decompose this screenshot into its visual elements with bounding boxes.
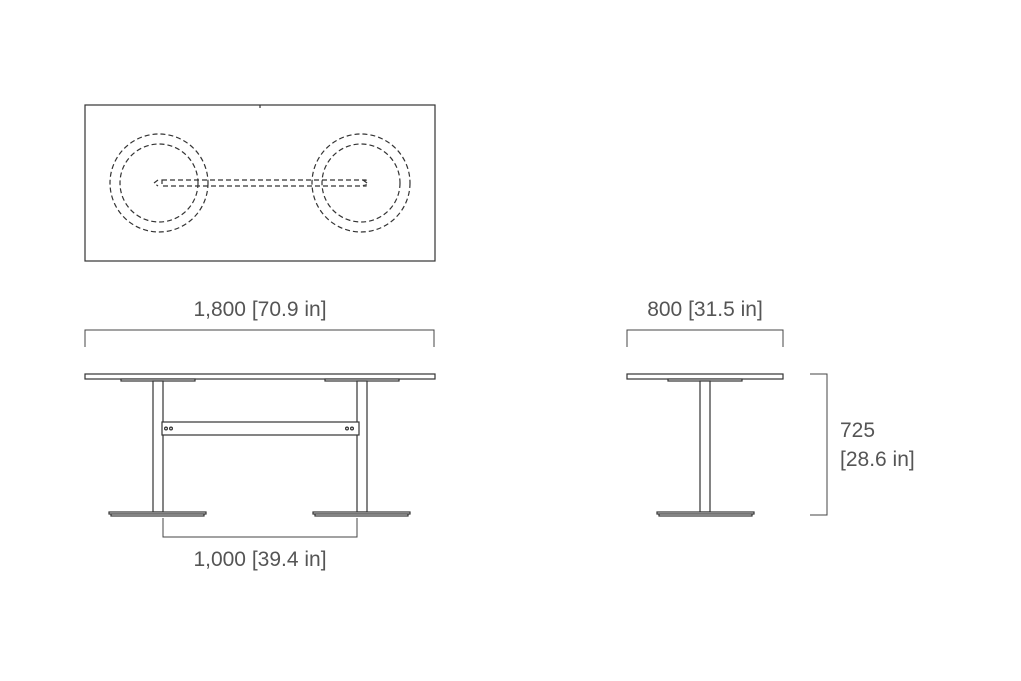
tabletop-front [84, 373, 436, 380]
stretcher [161, 421, 360, 436]
dimension-width: 800 [31.5 in] [626, 298, 784, 347]
tabletop-side [626, 373, 784, 380]
height-in-label: [28.6 in] [840, 448, 915, 471]
tabletop-outline [84, 104, 436, 262]
width-label: 800 [31.5 in] [647, 298, 763, 321]
dimension-height: 725 [28.6 in] [810, 373, 915, 516]
leg-side [699, 380, 711, 513]
height-mm-label: 725 [840, 419, 875, 442]
top-view [84, 104, 436, 262]
base-plate-hidden-left [109, 133, 209, 233]
leg-spacing-label: 1,000 [39.4 in] [193, 548, 326, 571]
column-plate-hidden-right [321, 143, 401, 223]
base-plate-hidden-right [311, 133, 411, 233]
leg-right [356, 380, 368, 513]
dimension-length: 1,800 [70.9 in] [84, 298, 435, 347]
stretcher-hidden [161, 179, 367, 187]
column-plate-hidden-left [119, 143, 199, 223]
leg-left [152, 380, 164, 513]
front-view [84, 373, 436, 517]
length-label: 1,800 [70.9 in] [193, 298, 326, 321]
dimension-leg-spacing: 1,000 [39.4 in] [162, 518, 358, 571]
side-view [626, 373, 784, 517]
